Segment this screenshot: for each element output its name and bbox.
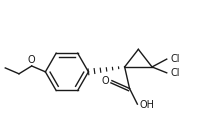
Text: Cl: Cl [171, 68, 180, 78]
Text: O: O [101, 76, 109, 86]
Text: OH: OH [139, 100, 154, 110]
Text: O: O [28, 55, 36, 65]
Text: Cl: Cl [171, 54, 180, 64]
